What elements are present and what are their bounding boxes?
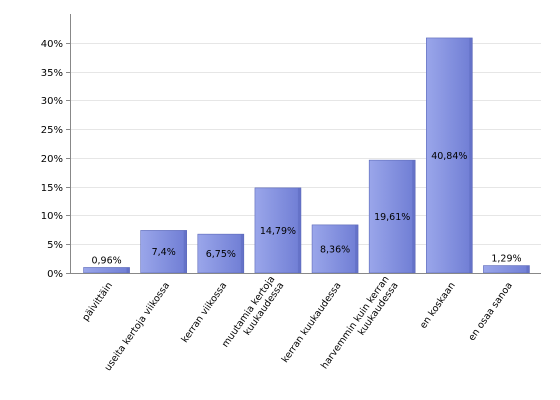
x-tick-label: kerran viikossa [179,280,229,345]
bar-shade [126,267,130,273]
x-tick-label-line: kerran viikossa [179,280,229,345]
data-label: 14,79% [260,226,296,237]
x-tick-label-line: päivittäin [80,280,115,323]
bar-shade [469,37,473,273]
bar-shade [355,224,359,273]
bar [197,233,245,274]
bars [83,37,530,274]
data-labels: 0,96% 7,4% 6,75% 14,79% 8,36% 19,61% 40,84% 1,2… [91,151,521,267]
x-tick-label: en osaa sanoa [466,280,514,343]
bar-shade [526,265,530,273]
y-tick-label: 10% [41,211,63,222]
bar [254,187,302,274]
bar [83,267,130,274]
bar-shade [412,160,416,273]
y-tick-label: 30% [41,96,63,107]
y-tick-label: 35% [41,68,63,79]
data-label: 1,29% [491,254,521,265]
y-tick-label: 40% [41,39,63,50]
x-tick-label: en koskaan [418,280,458,330]
data-label: 19,61% [374,212,410,223]
data-label: 8,36% [320,244,350,255]
bar-shade [183,230,187,273]
x-tick-label-line: useita kertoja viikossa [103,280,173,373]
y-tick-label: 25% [41,125,63,136]
bar-shade [240,234,244,273]
x-tick-label: useita kertoja viikossa [103,280,173,373]
bar [483,265,530,274]
y-tick-label: 20% [41,154,63,165]
bar [368,159,416,274]
data-label: 6,75% [206,249,236,260]
data-label: 0,96% [91,255,121,266]
data-label: 40,84% [431,151,467,162]
x-tick-label-line: en osaa sanoa [466,280,514,343]
y-tick-label: 5% [47,240,63,251]
x-tick-label: päivittäin [80,280,115,323]
y-tick-labels: 0% 5% 10% 15% 20% 25% 30% 35% 40% [41,39,63,280]
bar-shade [297,187,301,273]
bar [426,37,473,274]
bar [140,230,187,274]
axes [70,14,541,274]
y-tick-label: 0% [47,269,63,280]
x-tick-label-line: en koskaan [418,280,458,330]
data-label: 7,4% [152,247,176,258]
y-tick-label: 15% [41,183,63,194]
